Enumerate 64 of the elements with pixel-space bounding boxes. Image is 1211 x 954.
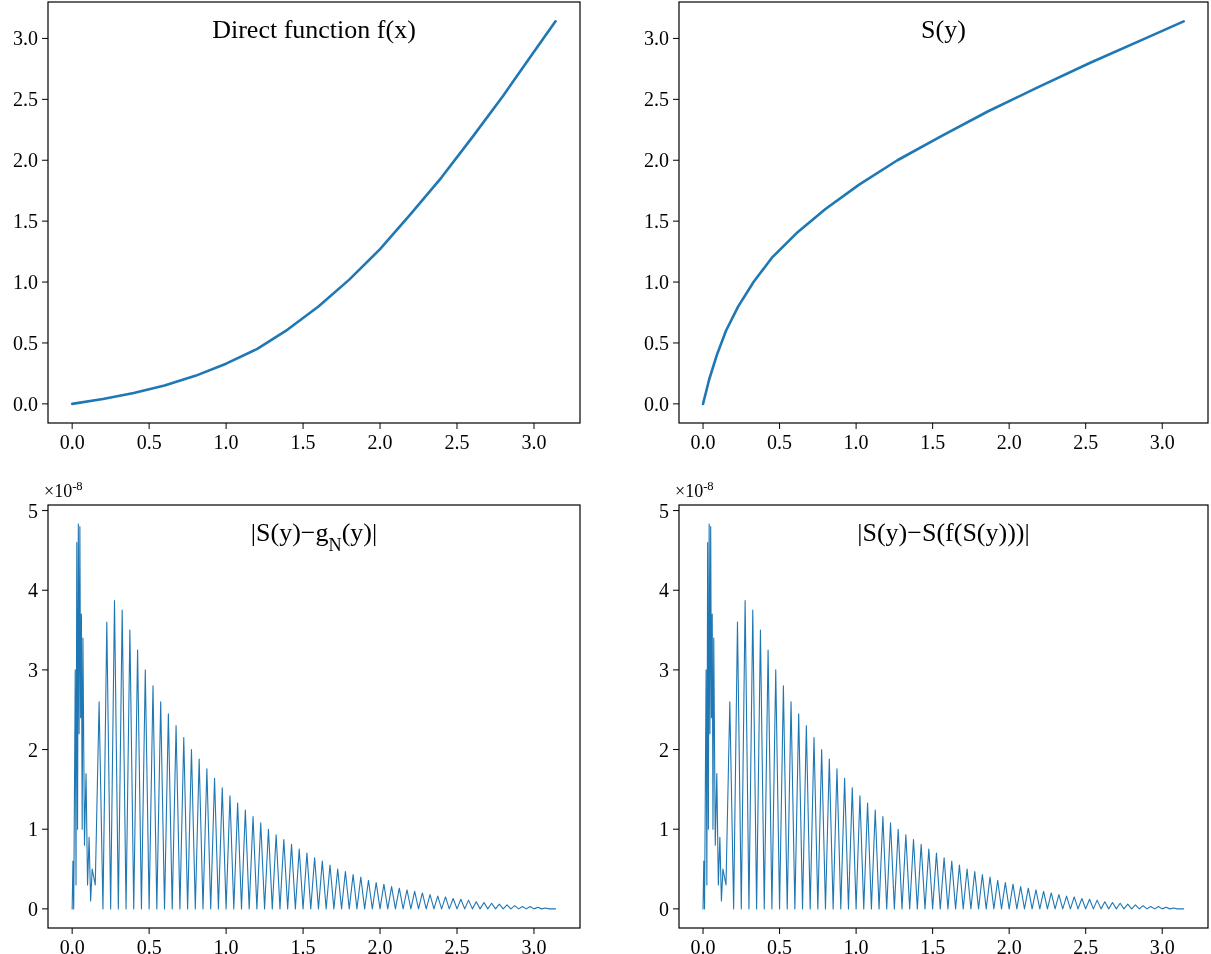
- x-tick-label: 2.0: [996, 936, 1022, 954]
- x-tick-label: 0.0: [59, 936, 85, 954]
- x-tick-label: 1.5: [290, 936, 316, 954]
- x-tick-label: 3.0: [521, 431, 547, 453]
- line-series: [70, 20, 557, 406]
- y-tick-label: 2.0: [644, 149, 669, 172]
- y-tick-label: 3.0: [644, 27, 669, 50]
- text: Direct function f(x): [212, 15, 416, 44]
- y-tick-label: 4: [659, 579, 669, 602]
- x-tick-label: 0.5: [767, 936, 793, 954]
- x-tick-label: 2.5: [444, 431, 470, 453]
- x-tick-label: 0.0: [690, 936, 716, 954]
- text: |S(y)−S(f(S(y)))|: [857, 518, 1030, 547]
- y-tick-label: 1.0: [13, 271, 38, 294]
- text: ×10$^{-8}$: [44, 479, 83, 501]
- y-tick-label: 2.5: [13, 88, 38, 111]
- x-tick-label: 2.0: [367, 431, 393, 453]
- x-tick-label: 1.5: [920, 431, 946, 453]
- y-tick-label: 0.5: [13, 331, 38, 354]
- x-tick-label: 1.0: [843, 936, 869, 954]
- x-tick-label: 0.5: [136, 936, 162, 954]
- x-tick-label: 3.0: [1149, 431, 1175, 453]
- x-tick-label: 1.5: [920, 936, 946, 954]
- y-tick-label: 1: [28, 818, 38, 841]
- y-tick-label: 0: [28, 897, 38, 920]
- x-tick-label: 0.5: [767, 431, 793, 453]
- text: ×10$^{-8}$: [675, 479, 714, 501]
- y-tick-label: 3.0: [13, 27, 38, 50]
- y-tick-label: 5: [28, 499, 38, 522]
- x-tick-label: 3.0: [1149, 936, 1175, 954]
- x-tick-label: 1.5: [290, 431, 316, 453]
- y-tick-label: 3: [659, 658, 669, 681]
- y-tick-label: 2.0: [13, 149, 38, 172]
- line-series: [702, 523, 1185, 910]
- text: |S(y)−g$_{N}$(y)|: [250, 518, 378, 555]
- x-tick-label: 2.5: [1073, 431, 1099, 453]
- y-tick-label: 0.0: [644, 392, 669, 415]
- y-tick-label: 5: [659, 499, 669, 522]
- x-tick-label: 1.0: [843, 431, 869, 453]
- x-tick-label: 2.5: [1073, 936, 1099, 954]
- y-tick-label: 0: [659, 897, 669, 920]
- x-tick-label: 1.0: [213, 431, 239, 453]
- line-series: [701, 20, 1185, 406]
- y-tick-label: 2.5: [644, 88, 669, 111]
- y-tick-label: 2: [28, 738, 38, 761]
- y-tick-label: 1: [659, 818, 669, 841]
- y-tick-label: 1.5: [13, 210, 38, 233]
- y-tick-label: 3: [28, 658, 38, 681]
- x-tick-label: 2.0: [996, 431, 1022, 453]
- y-tick-label: 1.5: [644, 210, 669, 233]
- x-tick-label: 1.0: [213, 936, 239, 954]
- text: S(y): [921, 15, 966, 44]
- x-tick-label: 3.0: [521, 936, 547, 954]
- y-tick-label: 0.5: [644, 331, 669, 354]
- x-tick-label: 0.5: [136, 431, 162, 453]
- x-tick-label: 2.5: [444, 936, 470, 954]
- line-series: [71, 523, 557, 910]
- x-tick-label: 0.0: [690, 431, 716, 453]
- y-tick-label: 0.0: [13, 392, 38, 415]
- x-tick-label: 0.0: [59, 431, 85, 453]
- x-tick-label: 2.0: [367, 936, 393, 954]
- y-tick-label: 2: [659, 738, 669, 761]
- y-tick-label: 4: [28, 579, 38, 602]
- y-tick-label: 1.0: [644, 271, 669, 294]
